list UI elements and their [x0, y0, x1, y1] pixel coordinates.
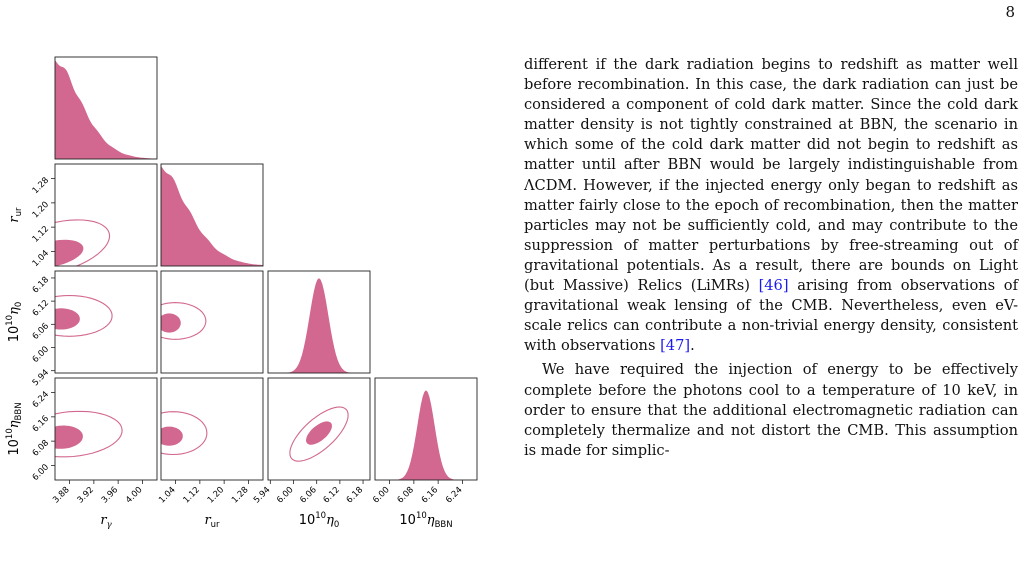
paragraph-1-part-b: arising from observations of gravitation… [524, 277, 1018, 355]
x-tick-label: 1.28 [230, 485, 250, 505]
contour-r-gamma-eta-bbn-outer-contour [55, 410, 123, 458]
x-tick-label: 3.92 [76, 485, 96, 505]
contour-r-gamma-eta0 [54, 270, 158, 374]
x-tick-label: 4.00 [124, 485, 144, 505]
contour-r-gamma-r-ur [54, 163, 158, 267]
corner-plot: 3.88 3.92 3.96 4.00 1.04 1.12 1.20 1.28 5.94 6.00… [5, 56, 478, 530]
contour-r-ur-eta0-frame [160, 270, 264, 374]
y-axis-label: rur [7, 207, 24, 223]
contour-r-ur-eta0-outer-contour [161, 302, 207, 340]
x-axis-label: rur [204, 513, 220, 530]
y-tick-label: 6.06 [31, 321, 51, 341]
paragraph-1-part-c: . [690, 337, 695, 355]
page-number: 8 [1005, 3, 1015, 21]
y-tick-label: 6.18 [31, 275, 51, 295]
contour-r-gamma-eta-bbn-inner-contour [55, 425, 83, 449]
y-tick-label: 1.20 [31, 200, 51, 220]
x-tick-label: 3.88 [51, 485, 71, 505]
y-tick-label: 6.24 [31, 390, 51, 410]
contour-r-gamma-r-ur-frame [54, 163, 158, 267]
contour-r-gamma-eta0-outer-contour [55, 294, 113, 337]
marginal-r-ur [160, 163, 264, 267]
marginal-eta0 [267, 270, 371, 374]
contour-r-ur-eta-bbn-outer-contour [161, 411, 208, 456]
paragraph-1: different if the dark radiation begins t… [524, 55, 1018, 356]
marginal-eta0-fill [268, 278, 370, 373]
y-tick-label: 6.08 [31, 438, 51, 458]
body-text-column: different if the dark radiation begins t… [524, 55, 1018, 461]
x-tick-label: 6.16 [420, 485, 440, 505]
marginal-eta0-frame [267, 270, 371, 374]
y-tick-label: 6.00 [31, 345, 51, 365]
x-tick-label: 6.18 [345, 485, 365, 505]
paragraph-1-part-a: different if the dark radiation begins t… [524, 56, 1018, 295]
x-tick-label: 6.12 [322, 485, 342, 505]
x-axis-label: 1010η0 [299, 511, 340, 530]
contour-r-gamma-r-ur-outer-contour [55, 219, 111, 266]
y-tick-label: 6.12 [31, 298, 51, 318]
contour-r-ur-eta-bbn [160, 377, 264, 481]
y-axis-label: 1010ηBBN [5, 402, 24, 455]
marginal-r-ur-frame [160, 163, 264, 267]
citation-47-link[interactable]: [47] [660, 337, 691, 355]
contour-r-ur-eta-bbn-frame [160, 377, 264, 481]
contour-r-ur-eta0 [160, 270, 264, 374]
contour-eta0-eta-bbn-inner-contour [305, 421, 333, 445]
contour-eta0-eta-bbn-frame [267, 377, 371, 481]
x-tick-label: 3.96 [100, 485, 120, 505]
x-axis-label: rγ [100, 513, 112, 530]
y-tick-label: 6.16 [31, 414, 51, 434]
x-tick-label: 1.04 [157, 485, 177, 505]
contour-eta0-eta-bbn [267, 377, 371, 481]
y-tick-label: 5.94 [31, 368, 51, 388]
x-tick-label: 5.94 [252, 485, 272, 505]
contour-eta0-eta-bbn-outer-contour [289, 406, 349, 462]
x-tick-label: 6.00 [275, 485, 295, 505]
y-tick-label: 6.00 [31, 462, 51, 482]
y-tick-label: 1.04 [31, 248, 51, 268]
citation-46-link[interactable]: [46] [758, 277, 789, 295]
contour-r-gamma-r-ur-inner-contour [55, 239, 84, 266]
y-tick-label: 1.12 [31, 224, 51, 244]
paragraph-2: We have required the injection of energy… [524, 361, 1018, 459]
contour-r-gamma-eta-bbn [54, 377, 158, 481]
marginal-r-gamma [54, 56, 158, 160]
x-tick-label: 6.08 [396, 485, 416, 505]
marginal-r-gamma-fill [55, 60, 157, 159]
contour-r-ur-eta0-inner-contour [161, 313, 181, 333]
contour-r-gamma-eta-bbn-frame [54, 377, 158, 481]
x-tick-label: 1.12 [182, 485, 202, 505]
x-tick-label: 6.06 [298, 485, 318, 505]
x-tick-label: 6.00 [371, 485, 391, 505]
contour-r-gamma-eta0-inner-contour [55, 308, 80, 330]
x-tick-label: 1.20 [206, 485, 226, 505]
marginal-eta-bbn [374, 377, 478, 481]
marginal-r-ur-fill [161, 166, 263, 266]
contour-r-ur-eta-bbn-inner-contour [161, 426, 183, 446]
x-tick-label: 6.24 [444, 485, 464, 505]
marginal-eta-bbn-fill [375, 390, 477, 480]
marginal-eta-bbn-frame [374, 377, 478, 481]
x-axis-label: 1010ηBBN [399, 511, 452, 530]
marginal-r-gamma-frame [54, 56, 158, 160]
contour-r-gamma-eta0-frame [54, 270, 158, 374]
y-axis-label: 1010η0 [5, 302, 24, 343]
y-tick-label: 1.28 [31, 176, 51, 196]
